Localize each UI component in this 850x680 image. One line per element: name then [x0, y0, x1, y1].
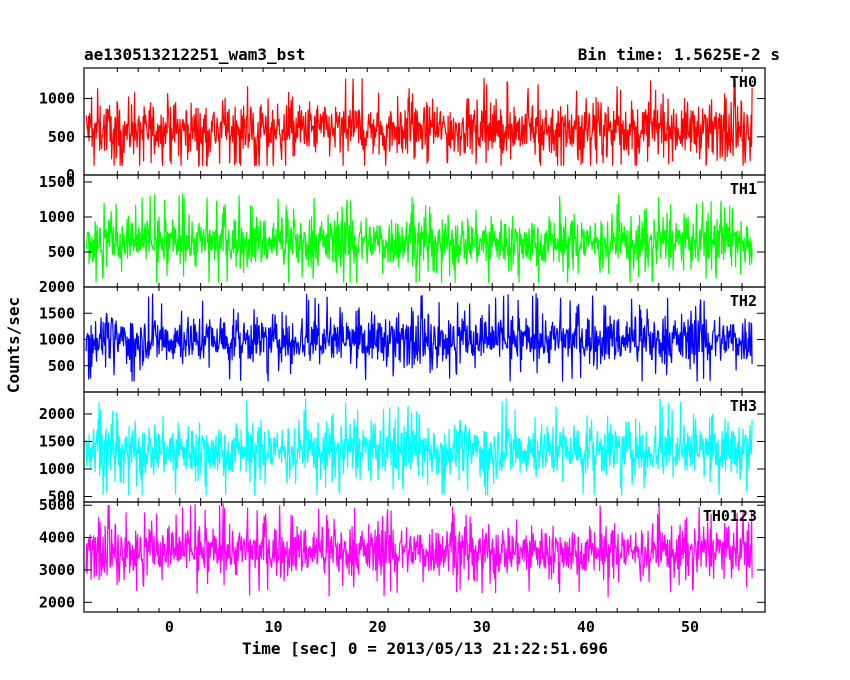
y-tick-label: 1000 — [39, 331, 75, 349]
y-tick-label: 1000 — [39, 90, 75, 108]
series-line-th2 — [85, 293, 753, 382]
y-tick-label: 3000 — [39, 561, 75, 579]
series-line-th0 — [85, 77, 753, 167]
x-tick-label: 20 — [369, 618, 387, 636]
chart-title-right: Bin time: 1.5625E-2 s — [578, 45, 780, 64]
y-tick-label: 500 — [48, 357, 75, 375]
series-line-th0123 — [85, 503, 753, 598]
y-tick-label: 1500 — [39, 433, 75, 451]
y-tick-label: 1000 — [39, 208, 75, 226]
x-tick-label: 40 — [577, 618, 595, 636]
y-tick-label: 2000 — [39, 405, 75, 423]
x-tick-label: 30 — [473, 618, 491, 636]
y-tick-label: 500 — [48, 128, 75, 146]
panel-th1: 500 1000 1500 TH1 — [39, 173, 766, 288]
y-axis-label: Counts/sec — [4, 297, 23, 393]
x-tick-label: 0 — [165, 618, 174, 636]
series-line-th3 — [85, 398, 753, 496]
x-tick-label: 10 — [264, 618, 282, 636]
series-label-th2: TH2 — [730, 292, 757, 310]
panel-th3: 500 1000 1500 2000 TH3 — [39, 391, 766, 506]
y-tick-label: 4000 — [39, 529, 75, 547]
x-axis-label: Time [sec] 0 = 2013/05/13 21:22:51.696 — [242, 639, 608, 658]
y-tick-label: 2000 — [39, 593, 75, 611]
y-tick-label: 1500 — [39, 304, 75, 322]
y-tick-label: 500 — [48, 488, 75, 506]
series-label-th0: TH0 — [730, 73, 757, 91]
series-label-th3: TH3 — [730, 397, 757, 415]
series-label-th0123: TH0123 — [703, 507, 757, 525]
y-tick-label: 1500 — [39, 173, 75, 191]
y-tick-label: 5000 — [39, 496, 75, 514]
y-tick-label: 1000 — [39, 460, 75, 478]
panel-th2: 500 1000 1500 2000 TH2 — [39, 278, 766, 393]
y-tick-label: 500 — [48, 243, 75, 261]
panel-th0: 0 500 1000 TH0 — [39, 67, 766, 184]
x-tick-label: 50 — [681, 618, 699, 636]
panel-frame — [83, 501, 766, 613]
panel-th0123: 2000 3000 4000 5000 TH0123 — [39, 496, 766, 613]
series-label-th1: TH1 — [730, 180, 757, 198]
series-line-th1 — [85, 193, 753, 283]
chart-title-left: ae130513212251_wam3_bst — [84, 45, 306, 64]
y-tick-label: 2000 — [39, 278, 75, 296]
y-tick-label: 0 — [66, 166, 75, 184]
